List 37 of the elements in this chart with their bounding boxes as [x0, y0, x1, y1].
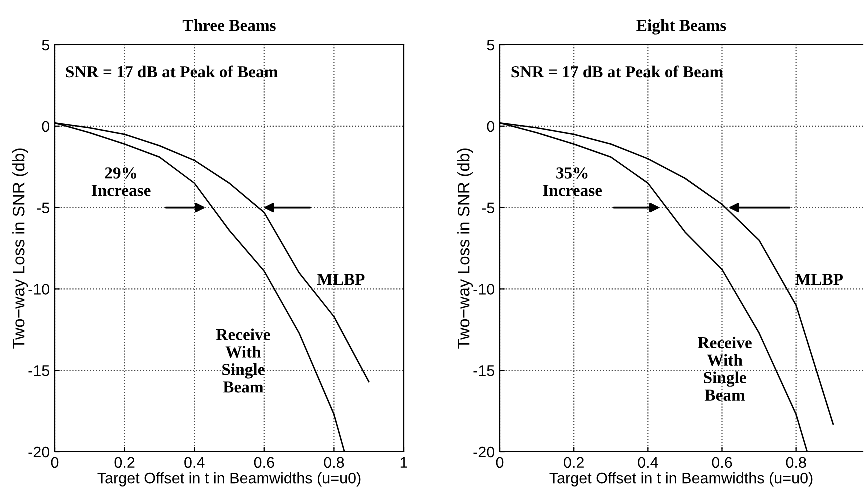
- chart-title: Three Beams: [182, 20, 276, 32]
- x-axis-title: Target Offset in t in Beamwidths (u=u0): [550, 472, 813, 487]
- x-tick-label: 0.4: [638, 457, 658, 468]
- y-tick-label: -10: [474, 284, 495, 295]
- y-tick-label: 5: [42, 40, 50, 51]
- x-tick-label: 0.2: [564, 457, 584, 468]
- y-axis-title: Two−way Loss in SNR (db): [458, 148, 474, 349]
- y-tick-label: -15: [474, 366, 494, 376]
- x-tick-label: 0.6: [254, 457, 274, 468]
- annotation: 35% Increase: [543, 168, 602, 196]
- x-axis-title: Target Offset in t in Beamwidths (u=u0): [98, 472, 361, 487]
- y-tick-label: 5: [487, 40, 494, 51]
- x-tick-label: 0.6: [712, 457, 732, 468]
- series-label: Receive With Single Beam: [216, 328, 270, 393]
- y-tick-label: -5: [482, 202, 494, 214]
- series-label: Receive With Single Beam: [698, 336, 752, 401]
- chart-title: Eight Beams: [636, 20, 726, 35]
- x-tick-label: 0: [496, 457, 504, 468]
- x-tick-label: 1: [400, 457, 408, 468]
- y-tick-label: -5: [37, 202, 50, 214]
- series-label: MLBP: [796, 274, 844, 286]
- annotation: SNR = 17 dB at Peak of Beam: [512, 66, 724, 78]
- annotation: SNR = 17 dB at Peak of Beam: [66, 66, 278, 78]
- x-tick-label: 0.4: [184, 457, 205, 468]
- x-tick-label: 0.8: [324, 457, 344, 468]
- annotation: 29% Increase: [92, 168, 151, 196]
- y-axis-title: Two−way Loss in SNR (db): [12, 148, 28, 349]
- series-label: MLBP: [317, 274, 365, 286]
- y-tick-label: -20: [474, 446, 495, 458]
- x-tick-label: 0.8: [786, 457, 806, 468]
- x-tick-label: 0: [51, 457, 59, 468]
- y-tick-label: -15: [28, 366, 50, 376]
- x-tick-label: 0.2: [114, 457, 135, 468]
- y-tick-label: 0: [487, 121, 495, 132]
- y-tick-label: -10: [28, 284, 50, 295]
- y-tick-label: -20: [28, 446, 50, 458]
- y-tick-label: 0: [42, 121, 50, 132]
